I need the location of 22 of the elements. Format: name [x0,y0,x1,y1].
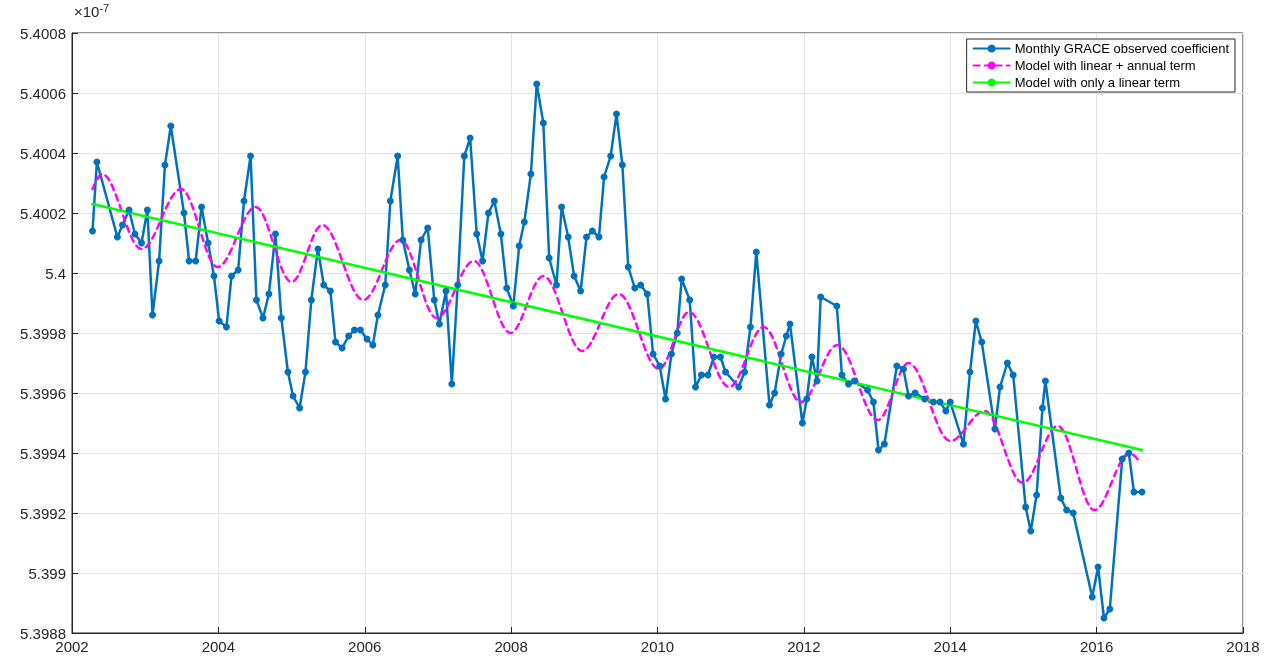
x-tick-label: 2004 [201,638,236,655]
y-tick-label: 5.3998 [20,324,66,342]
y-tick-label: 5.4006 [20,84,66,102]
line-series [91,172,1142,512]
x-tick-label: 2008 [494,638,528,655]
x-tick-label: 2014 [933,638,967,655]
legend-label: Model with only a linear term [1014,75,1181,90]
y-tick-label: 5.3992 [20,504,66,522]
x-tick-label: 2010 [640,638,675,655]
x-tick-label: 2012 [787,638,821,655]
y-tick-label: 5.4008 [20,24,66,42]
y-tick-label: 5.4004 [20,144,66,162]
y-tick-label: 5.4002 [20,204,66,222]
y-tick-label: 5.3994 [20,444,66,462]
x-tick-label: 2018 [1226,638,1260,655]
legend-label: Model with linear + annual term [1014,58,1196,73]
x-tick-label: 2006 [348,638,382,655]
x-tick-label: 2016 [1079,638,1114,655]
y-tick-label: 5.4 [45,264,66,282]
legend-label: Monthly GRACE observed coefficient [1014,41,1230,56]
y-tick-label: 5.3996 [20,384,66,402]
y-tick-label: 5.399 [28,564,66,582]
